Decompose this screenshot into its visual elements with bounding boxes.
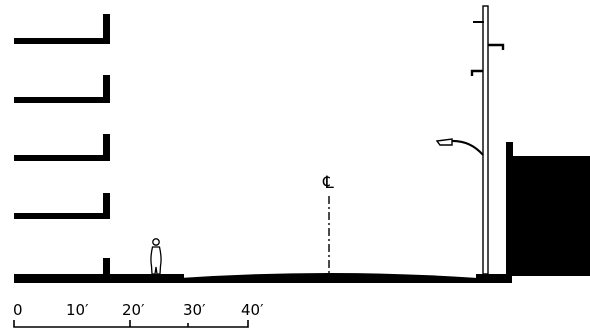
pedestrian-head xyxy=(152,238,160,246)
scale-tick-label: 30′ xyxy=(183,301,206,319)
right-sidewalk xyxy=(476,274,512,283)
street-light-pole xyxy=(435,5,505,275)
lamp-head xyxy=(435,138,453,146)
scale-tick-label: 20′ xyxy=(122,301,145,319)
floor-slab xyxy=(14,134,110,161)
floor-slab xyxy=(14,193,110,219)
signal-arm-upper xyxy=(488,43,505,50)
right-building xyxy=(506,142,590,276)
pedestrian-body xyxy=(150,246,162,275)
right-building-block xyxy=(513,156,590,276)
scale-bar-line xyxy=(13,320,249,328)
ground-line xyxy=(14,273,512,283)
signal-arm-lower xyxy=(470,69,483,76)
scale-tick-label: 10′ xyxy=(66,301,89,319)
right-building-parapet xyxy=(506,142,513,276)
ground-floor-wall xyxy=(103,258,110,278)
left-building xyxy=(14,14,110,278)
left-sidewalk xyxy=(14,274,184,283)
floor-slab xyxy=(14,14,110,44)
pole-shaft xyxy=(482,5,489,275)
centerline-symbol: ℄ xyxy=(322,173,334,193)
floor-slab xyxy=(14,75,110,103)
scale-bar: 0 10′ 20′ 30′ 40′ xyxy=(13,301,264,328)
scale-tick-label: 40′ xyxy=(241,301,264,319)
centerline-marker: ℄ xyxy=(322,173,334,274)
lamp-arm xyxy=(449,139,484,156)
road-crown xyxy=(180,273,478,283)
pedestrian-figure xyxy=(150,238,162,275)
scale-tick-label: 0 xyxy=(13,301,23,319)
